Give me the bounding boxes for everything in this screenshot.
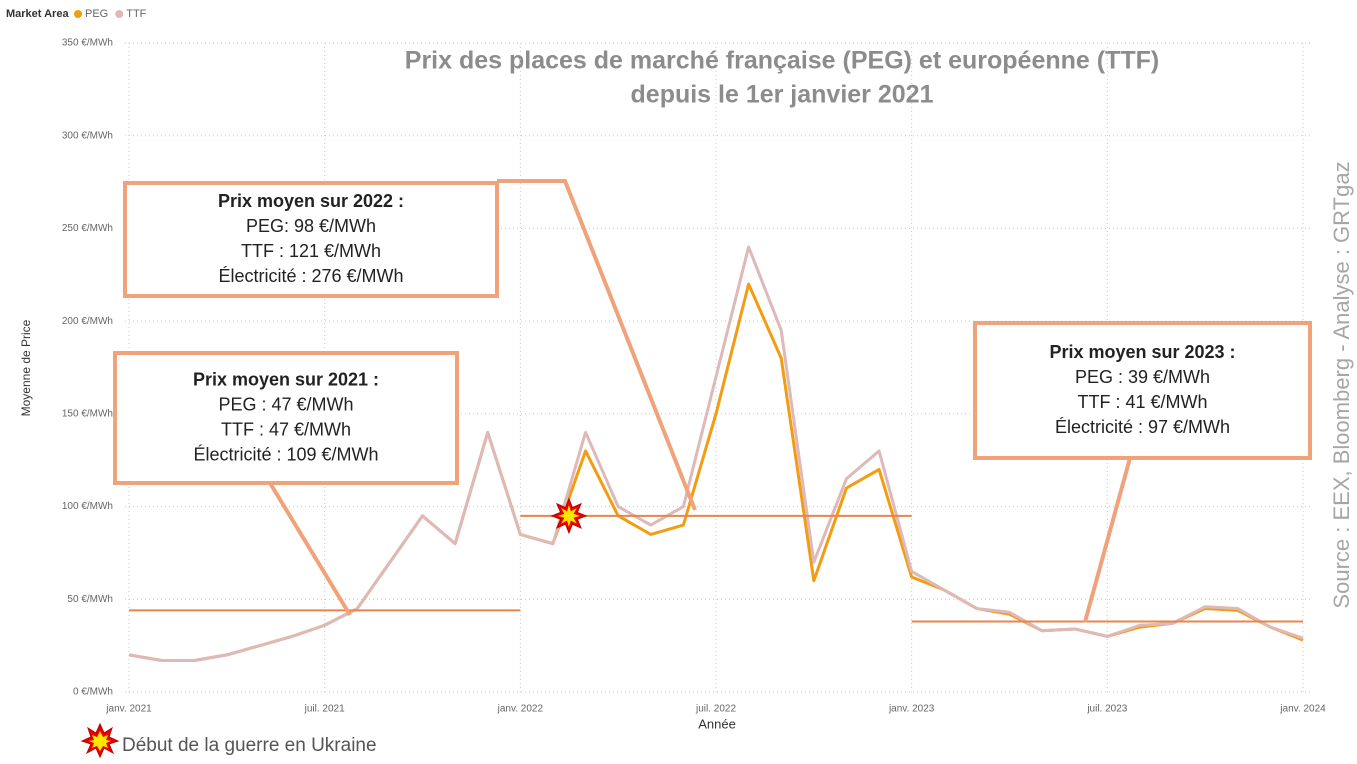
annotation-line: Électricité : 109 €/MWh [193, 444, 378, 464]
annotation-line: PEG : 39 €/MWh [1075, 367, 1210, 387]
annotation-line: Électricité : 97 €/MWh [1055, 417, 1230, 437]
x-axis-label: Année [698, 716, 736, 731]
legend-swatch [115, 10, 124, 18]
x-tick-label: janv. 2023 [888, 704, 935, 715]
legend-label: PEG [85, 8, 108, 20]
annotation-box [123, 181, 499, 298]
annotation-connector [497, 179, 697, 511]
y-tick-label: 150 €/MWh [62, 408, 113, 419]
y-tick-label: 200 €/MWh [62, 316, 113, 327]
event-star [557, 504, 580, 527]
series-line [128, 245, 1304, 662]
legend-swatch [74, 10, 82, 18]
y-tick-label: 50 €/MWh [67, 594, 113, 605]
event-icon-core [89, 731, 111, 751]
legend-label: TTF [126, 8, 146, 20]
y-tick-label: 0 €/MWh [73, 687, 113, 698]
x-tick-label: janv. 2024 [1279, 704, 1326, 715]
x-tick-label: juil. 2022 [695, 704, 736, 715]
x-tick-label: juil. 2021 [304, 704, 345, 715]
y-tick-label: 250 €/MWh [62, 223, 113, 234]
y-tick-label: 100 €/MWh [62, 501, 113, 512]
x-tick-label: juil. 2023 [1086, 704, 1127, 715]
annotation-line: TTF : 41 €/MWh [1077, 392, 1207, 412]
event-label: Début de la guerre en Ukraine [122, 735, 377, 756]
annotation-title: Prix moyen sur 2021 : [193, 369, 379, 389]
annotation-line: PEG : 47 €/MWh [218, 394, 353, 414]
chart-subtitle: depuis le 1er janvier 2021 [631, 81, 934, 109]
y-tick-label: 300 €/MWh [62, 130, 113, 141]
source: Source : EEX, Bloomberg - Analyse : GRTg… [1329, 161, 1354, 608]
y-tick-label: 350 €/MWh [62, 38, 113, 49]
annotation-title: Prix moyen sur 2022 : [218, 191, 404, 211]
x-tick-label: janv. 2022 [497, 704, 544, 715]
y-axis-label: Moyenne de Price [19, 319, 33, 416]
annotation-title: Prix moyen sur 2023 : [1049, 342, 1235, 362]
annotation-line: TTF : 121 €/MWh [241, 241, 381, 261]
legend-title: Market Area [6, 8, 69, 20]
x-tick-label: janv. 2021 [105, 704, 152, 715]
annotation-connector [1083, 457, 1132, 623]
annotation-connector [268, 481, 352, 617]
annotation-box [973, 321, 1312, 460]
annotation-box [113, 351, 459, 485]
annotation-line: TTF : 47 €/MWh [221, 419, 351, 439]
annotation-line: Électricité : 276 €/MWh [218, 266, 403, 286]
event-marker [550, 497, 588, 535]
annotation-line: PEG: 98 €/MWh [246, 216, 376, 236]
chart-title: Prix des places de marché française (PEG… [405, 47, 1159, 75]
